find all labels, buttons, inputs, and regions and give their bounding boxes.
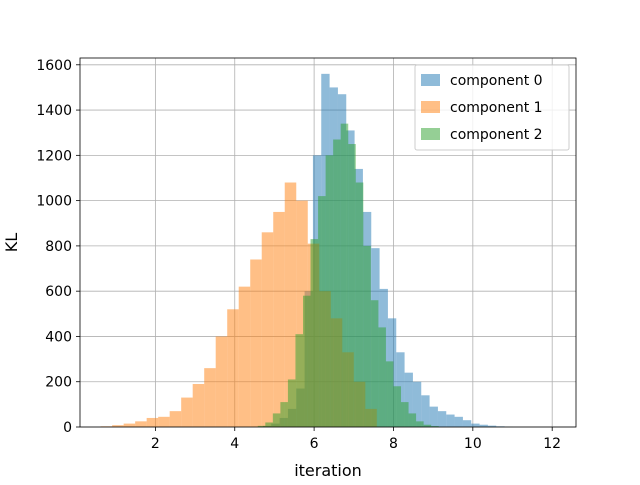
histogram-bar-component-1 [204,368,216,427]
histogram-bar-component-2 [363,246,371,427]
histogram-bar-component-1 [273,212,285,427]
histogram-bar-component-2 [311,239,319,427]
x-tick-label: 12 [543,436,561,452]
histogram-bar-component-1 [193,384,205,427]
histogram-bar-component-0 [455,417,463,427]
legend-swatch-component-0 [421,74,440,86]
y-tick-label: 1000 [36,194,72,210]
histogram-bar-component-1 [250,259,262,427]
x-tick-label: 6 [310,436,319,452]
histogram-bar-component-2 [378,327,386,427]
histogram-bar-component-2 [348,144,356,427]
histogram-bar-component-1 [216,336,228,427]
histogram-bar-component-2 [401,402,409,427]
histogram-bar-component-1 [227,309,239,427]
y-tick-label: 1200 [36,148,72,164]
histogram-bar-component-2 [371,300,379,427]
legend-label-component-2: component 2 [450,127,543,143]
y-tick-label: 0 [63,420,72,436]
x-tick-label: 8 [389,436,398,452]
histogram-bar-component-2 [288,379,296,427]
y-tick-label: 600 [45,284,72,300]
histogram-bar-component-2 [416,421,424,427]
y-tick-label: 200 [45,375,72,391]
histogram-bar-component-1 [158,417,170,427]
histogram-bar-component-1 [170,411,182,427]
histogram-bar-component-0 [446,415,454,427]
histogram-bar-component-2 [326,155,334,427]
x-tick-label: 10 [464,436,482,452]
x-tick-label: 2 [151,436,160,452]
legend: component 0 component 1 component 2 [415,65,569,150]
x-tick-label: 4 [230,436,239,452]
y-axis-label: KL [2,233,21,252]
histogram-bar-component-2 [318,196,326,427]
y-tick-label: 1400 [36,103,72,119]
histogram-bar-component-2 [265,422,273,427]
y-tick-label: 800 [45,239,72,255]
histogram-bar-component-2 [409,413,417,427]
y-tick-label: 1600 [36,58,72,74]
histogram-bar-component-2 [341,124,349,427]
legend-swatch-component-1 [421,101,440,113]
histogram-bar-component-2 [356,183,364,427]
histogram-bar-component-2 [333,139,341,427]
histogram-bar-component-0 [471,424,479,427]
histogram-bar-component-1 [262,232,274,427]
histogram-bar-component-0 [438,411,446,427]
y-tick-label: 400 [45,329,72,345]
x-axis-label: iteration [294,461,362,480]
legend-swatch-component-2 [421,128,440,140]
histogram-bar-component-1 [239,287,251,427]
histogram-bar-component-1 [135,421,147,427]
histogram-bar-component-2 [280,402,288,427]
histogram-bar-component-0 [463,420,471,427]
histogram-bar-component-1 [124,424,136,427]
histogram-bar-component-2 [273,413,281,427]
histogram-bar-component-2 [303,296,311,427]
histogram-bar-component-2 [295,334,303,427]
histogram-bar-component-1 [181,398,193,427]
histogram-bar-component-1 [147,418,159,427]
histogram-bar-component-2 [393,386,401,427]
histogram-bar-component-2 [386,361,394,427]
histogram-bar-component-0 [430,407,438,427]
legend-label-component-0: component 0 [450,73,543,89]
legend-label-component-1: component 1 [450,100,543,116]
